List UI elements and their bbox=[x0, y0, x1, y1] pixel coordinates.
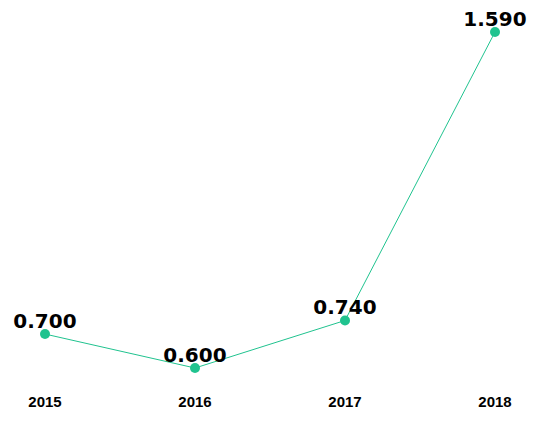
svg-text:2018: 2018 bbox=[478, 393, 511, 410]
svg-text:1.590: 1.590 bbox=[463, 7, 526, 31]
svg-text:0.600: 0.600 bbox=[163, 343, 226, 367]
svg-text:2015: 2015 bbox=[28, 393, 61, 410]
svg-text:0.740: 0.740 bbox=[313, 295, 376, 319]
svg-text:2016: 2016 bbox=[178, 393, 211, 410]
svg-text:2017: 2017 bbox=[328, 393, 361, 410]
svg-text:0.700: 0.700 bbox=[13, 309, 76, 333]
